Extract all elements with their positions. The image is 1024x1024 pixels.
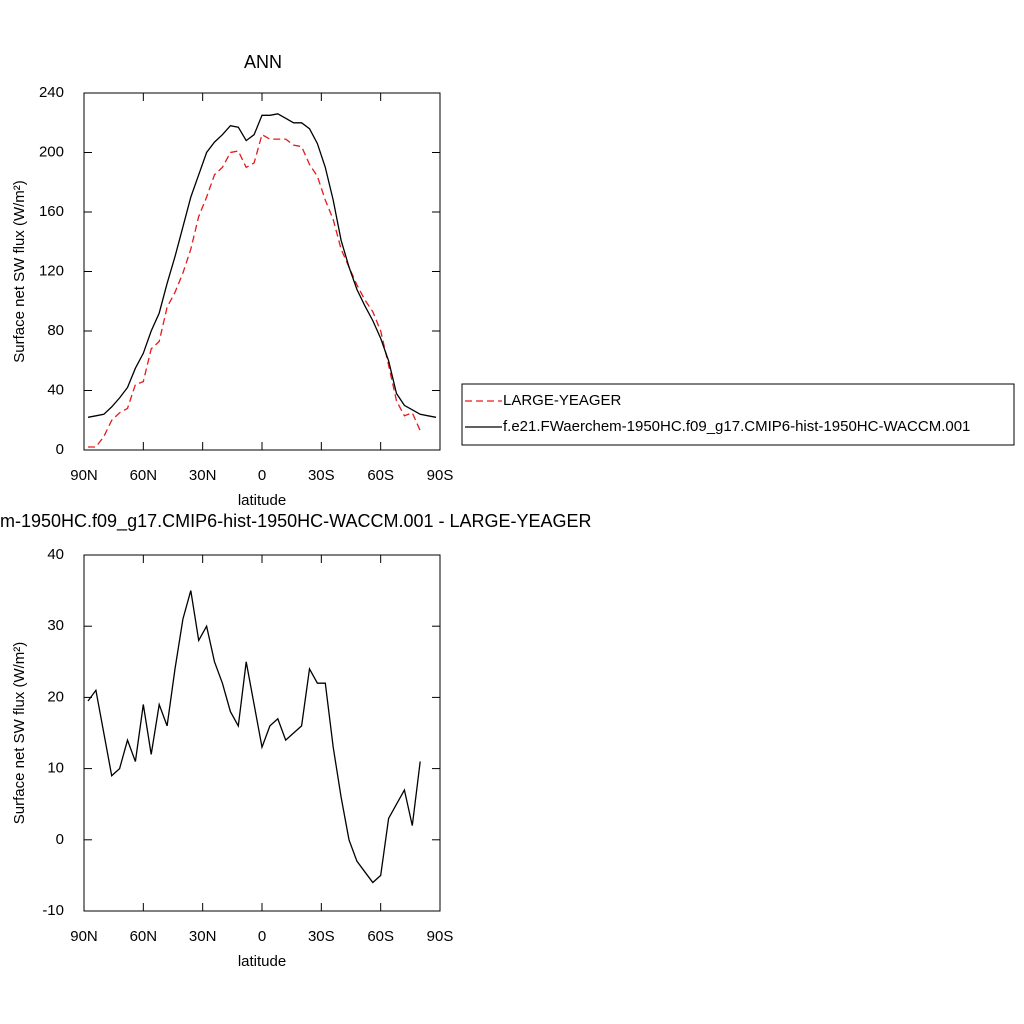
- y-tick-label: 40: [47, 381, 64, 398]
- y-tick-label: 30: [47, 617, 64, 634]
- y-tick-label: 200: [39, 143, 64, 160]
- legend-label: f.e21.FWaerchem-1950HC.f09_g17.CMIP6-his…: [503, 418, 970, 435]
- y-tick-label: 160: [39, 203, 64, 220]
- data-line: [87, 113, 437, 418]
- y-tick-label: 0: [56, 831, 64, 848]
- x-tick-label: 30N: [189, 928, 217, 945]
- y-tick-label: 20: [47, 688, 64, 705]
- x-tick-label: 60S: [367, 928, 394, 945]
- x-tick-label: 90N: [70, 467, 98, 484]
- x-axis-label: latitude: [238, 492, 286, 509]
- x-tick-label: 60S: [367, 467, 394, 484]
- legend-label: LARGE-YEAGER: [503, 392, 622, 409]
- x-tick-label: 60N: [130, 928, 158, 945]
- y-tick-label: 40: [47, 546, 64, 563]
- y-tick-label: 120: [39, 262, 64, 279]
- x-tick-label: 30S: [308, 467, 335, 484]
- y-axis-label: Surface net SW flux (W/m²): [11, 642, 28, 825]
- y-tick-label: 80: [47, 322, 64, 339]
- x-tick-label: 90S: [427, 928, 454, 945]
- y-axis-label: Surface net SW flux (W/m²): [11, 180, 28, 363]
- legend-box: [461, 383, 1015, 446]
- x-tick-label: 30S: [308, 928, 335, 945]
- plot-frame: [83, 554, 441, 912]
- y-tick-label: 240: [39, 84, 64, 101]
- chart-title: m-1950HC.f09_g17.CMIP6-hist-1950HC-WACCM…: [0, 511, 592, 532]
- y-tick-label: 10: [47, 760, 64, 777]
- data-line: [87, 590, 421, 884]
- plot-frame: [83, 92, 441, 451]
- x-tick-label: 60N: [130, 467, 158, 484]
- x-tick-label: 90S: [427, 467, 454, 484]
- y-tick-label: 0: [56, 441, 64, 458]
- x-tick-label: 0: [258, 467, 266, 484]
- data-line: [88, 133, 421, 448]
- y-tick-label: -10: [42, 902, 64, 919]
- x-tick-label: 90N: [70, 928, 98, 945]
- x-tick-label: 0: [258, 928, 266, 945]
- chart-title: ANN: [244, 52, 282, 72]
- x-axis-label: latitude: [238, 953, 286, 970]
- x-tick-label: 30N: [189, 467, 217, 484]
